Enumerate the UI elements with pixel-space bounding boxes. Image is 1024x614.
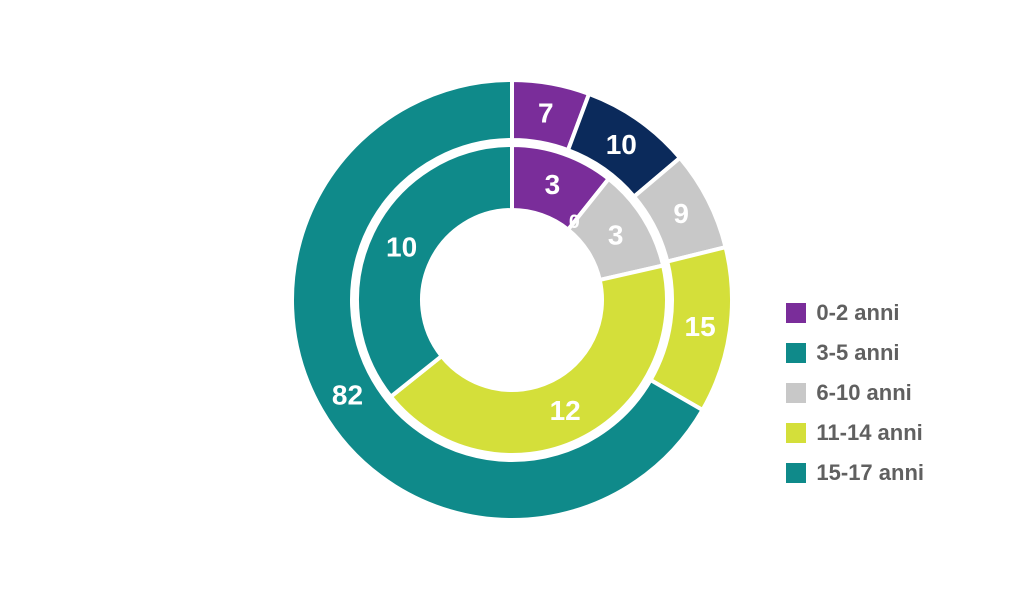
legend-label-4: 15-17 anni xyxy=(816,460,924,486)
legend-item-2: 6-10 anni xyxy=(786,380,924,406)
outer-ring-label-0: 7 xyxy=(538,98,554,129)
legend-swatch-0 xyxy=(786,303,806,323)
legend-item-3: 11-14 anni xyxy=(786,420,924,446)
legend-label-2: 6-10 anni xyxy=(816,380,911,406)
inner-ring-label-0: 3 xyxy=(545,169,561,200)
inner-ring xyxy=(357,145,667,455)
legend-swatch-2 xyxy=(786,383,806,403)
legend-item-0: 0-2 anni xyxy=(786,300,924,326)
inner-ring-label-1: 0 xyxy=(569,211,580,233)
legend-swatch-3 xyxy=(786,423,806,443)
legend-swatch-4 xyxy=(786,463,806,483)
legend-label-1: 3-5 anni xyxy=(816,340,899,366)
legend-swatch-1 xyxy=(786,343,806,363)
outer-ring-label-2: 9 xyxy=(673,198,689,229)
inner-ring-label-2: 3 xyxy=(608,219,624,250)
inner-ring-label-3: 12 xyxy=(550,395,581,426)
chart-container: 710915823031210 0-2 anni3-5 anni6-10 ann… xyxy=(0,0,1024,614)
legend-item-1: 3-5 anni xyxy=(786,340,924,366)
inner-ring-label-4: 10 xyxy=(386,231,417,262)
legend-label-3: 11-14 anni xyxy=(816,420,922,446)
legend-label-0: 0-2 anni xyxy=(816,300,899,326)
outer-ring-label-4: 82 xyxy=(332,380,363,411)
outer-ring-label-1: 10 xyxy=(606,129,637,160)
outer-ring-label-3: 15 xyxy=(685,311,716,342)
legend: 0-2 anni 3-5 anni 6-10 anni 11-14 anni 15-17… xyxy=(786,300,924,500)
legend-item-4: 15-17 anni xyxy=(786,460,924,486)
